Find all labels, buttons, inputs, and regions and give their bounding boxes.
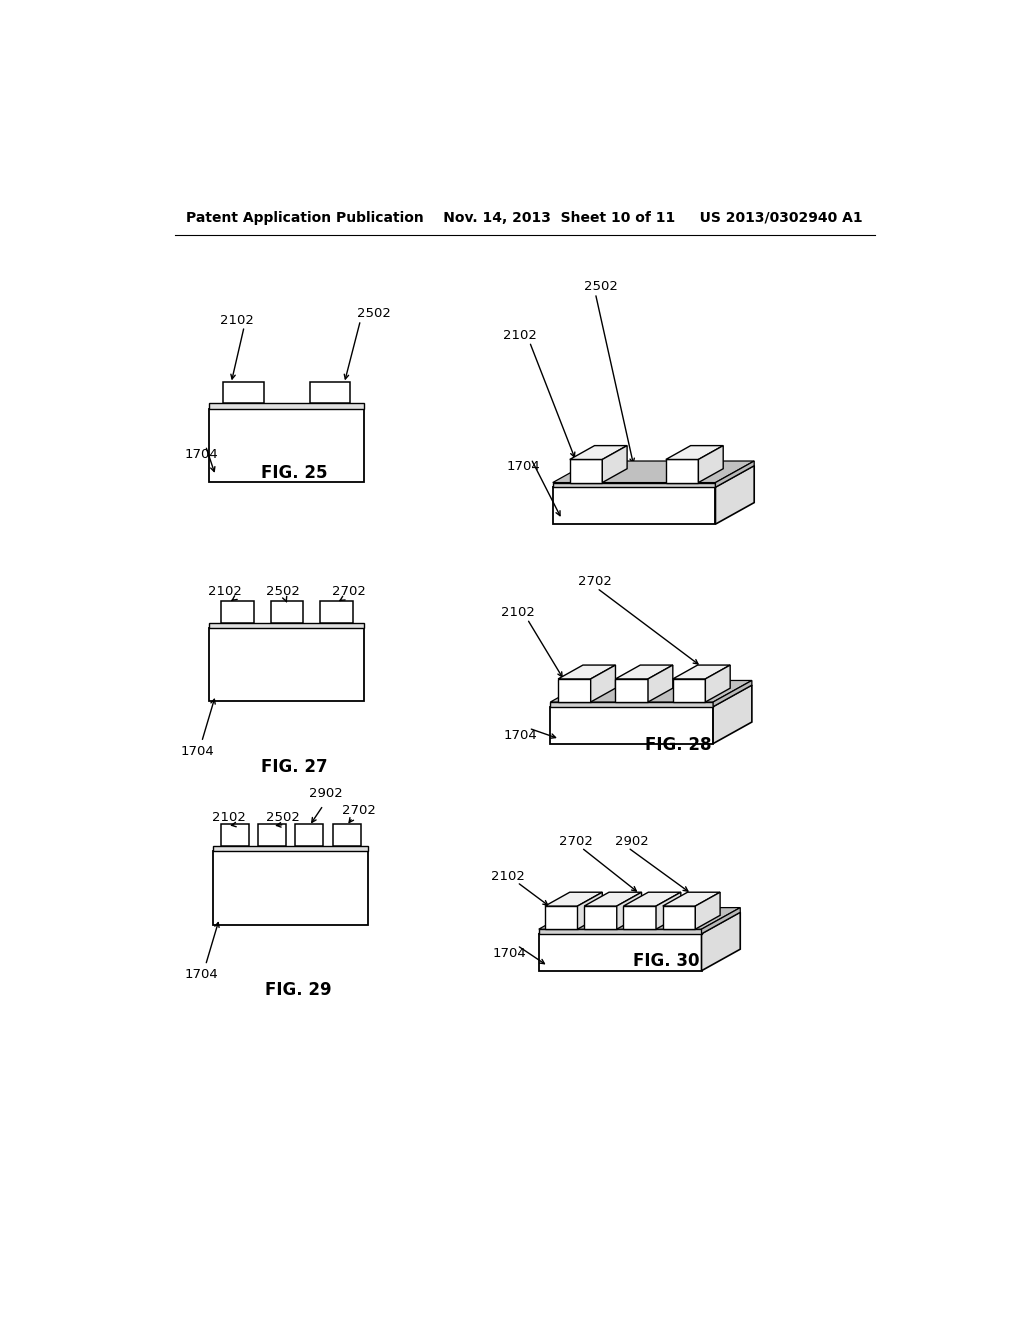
Text: FIG. 27: FIG. 27: [261, 758, 328, 776]
Polygon shape: [624, 892, 681, 906]
Text: Patent Application Publication    Nov. 14, 2013  Sheet 10 of 11     US 2013/0302: Patent Application Publication Nov. 14, …: [186, 211, 863, 226]
Text: 2702: 2702: [559, 834, 593, 847]
Bar: [624, 906, 656, 929]
Bar: [221, 601, 254, 623]
Text: 2502: 2502: [584, 280, 617, 293]
Text: 2102: 2102: [212, 810, 246, 824]
Text: 1704: 1704: [504, 730, 538, 742]
Bar: [539, 933, 701, 970]
Text: 2502: 2502: [266, 585, 300, 598]
Polygon shape: [701, 912, 740, 970]
Polygon shape: [698, 446, 723, 483]
Polygon shape: [591, 665, 615, 702]
Bar: [209, 628, 365, 701]
Text: 2702: 2702: [342, 804, 376, 817]
Polygon shape: [545, 892, 602, 906]
Text: 2902: 2902: [614, 834, 648, 847]
Polygon shape: [615, 665, 673, 678]
Polygon shape: [713, 685, 752, 743]
Polygon shape: [706, 665, 730, 702]
Polygon shape: [716, 466, 755, 524]
Bar: [585, 906, 616, 929]
Polygon shape: [539, 908, 740, 929]
Bar: [209, 623, 365, 628]
Polygon shape: [648, 665, 673, 702]
Polygon shape: [550, 681, 752, 702]
Text: 2902: 2902: [309, 787, 342, 800]
Bar: [223, 381, 263, 404]
Bar: [545, 906, 578, 929]
Bar: [666, 459, 698, 483]
Text: 2502: 2502: [266, 810, 300, 824]
Bar: [270, 601, 303, 623]
Polygon shape: [553, 466, 755, 487]
Bar: [258, 825, 286, 846]
Bar: [553, 487, 716, 524]
Polygon shape: [701, 908, 740, 933]
Bar: [213, 851, 369, 924]
Polygon shape: [656, 892, 681, 929]
Text: FIG. 30: FIG. 30: [634, 952, 699, 970]
Text: 2102: 2102: [490, 870, 524, 883]
Bar: [321, 601, 352, 623]
Polygon shape: [550, 685, 752, 706]
Text: 2102: 2102: [501, 606, 535, 619]
Text: 1704: 1704: [184, 968, 218, 981]
Bar: [673, 678, 706, 702]
Bar: [550, 706, 713, 743]
Polygon shape: [553, 461, 755, 483]
Polygon shape: [539, 912, 740, 933]
Bar: [333, 825, 360, 846]
Bar: [550, 702, 713, 706]
Polygon shape: [716, 461, 755, 487]
Text: FIG. 26: FIG. 26: [647, 461, 714, 479]
Bar: [209, 409, 365, 482]
Text: 2102: 2102: [208, 585, 242, 598]
Bar: [213, 846, 369, 851]
Text: 1704: 1704: [507, 459, 540, 473]
Bar: [663, 906, 695, 929]
Text: FIG. 25: FIG. 25: [261, 463, 328, 482]
Text: FIG. 28: FIG. 28: [645, 737, 712, 754]
Text: 2702: 2702: [579, 576, 612, 589]
Text: 2702: 2702: [332, 585, 366, 598]
Text: 1704: 1704: [493, 946, 526, 960]
Bar: [553, 483, 716, 487]
Bar: [569, 459, 602, 483]
Text: 2102: 2102: [503, 329, 537, 342]
Bar: [209, 404, 365, 409]
Polygon shape: [616, 892, 642, 929]
Polygon shape: [713, 681, 752, 706]
Polygon shape: [578, 892, 602, 929]
Bar: [310, 381, 350, 404]
Bar: [295, 825, 324, 846]
Polygon shape: [666, 446, 723, 459]
Polygon shape: [558, 665, 615, 678]
Polygon shape: [695, 892, 720, 929]
Text: 1704: 1704: [184, 449, 218, 462]
Polygon shape: [569, 446, 627, 459]
Bar: [539, 929, 701, 933]
Text: 2502: 2502: [356, 308, 390, 321]
Text: 2102: 2102: [219, 314, 253, 326]
Polygon shape: [663, 892, 720, 906]
Polygon shape: [673, 665, 730, 678]
Polygon shape: [585, 892, 642, 906]
Bar: [221, 825, 249, 846]
Text: FIG. 29: FIG. 29: [265, 981, 332, 999]
Polygon shape: [602, 446, 627, 483]
Bar: [615, 678, 648, 702]
Text: 1704: 1704: [181, 744, 215, 758]
Bar: [558, 678, 591, 702]
